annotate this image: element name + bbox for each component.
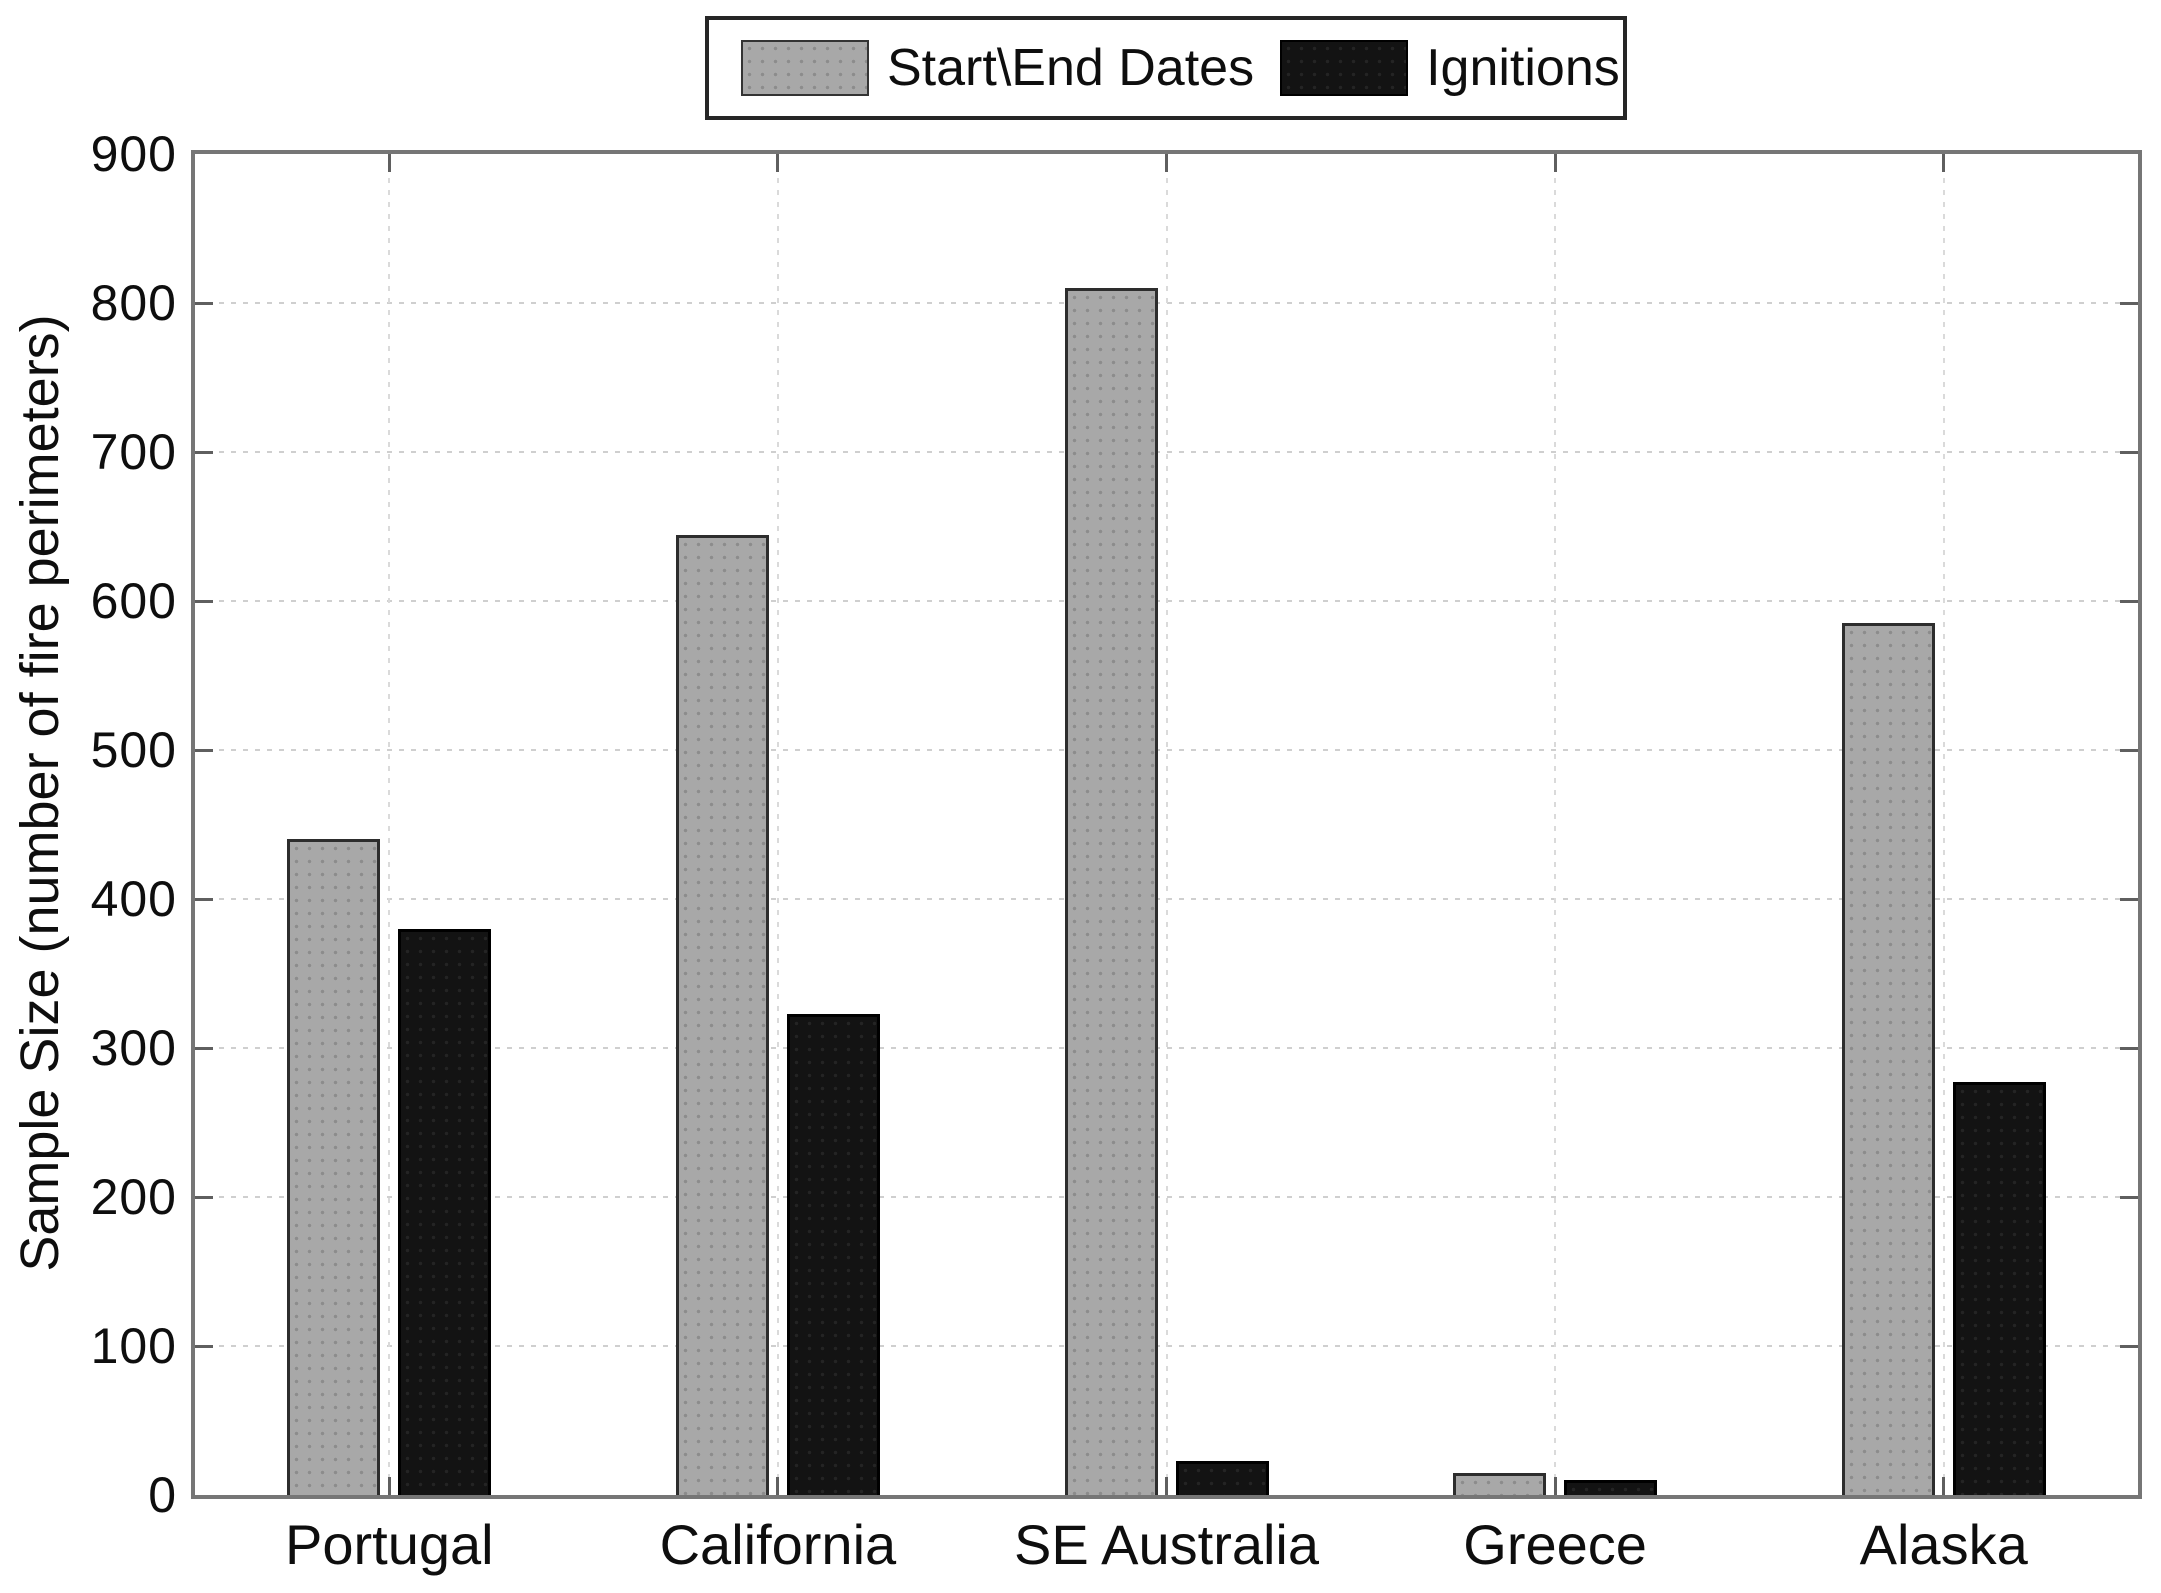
y-tick-right-100: [2120, 1344, 2138, 1348]
y-tick-right-600: [2120, 599, 2138, 603]
y-tick-label-800: 800: [90, 275, 177, 331]
x-tick-bottom-california: [776, 1477, 780, 1495]
gridline-x-portugal: [388, 154, 391, 1495]
x-tick-top-se-australia: [1165, 154, 1168, 172]
legend-label-start-end-dates: Start\End Dates: [887, 39, 1255, 97]
y-tick-label-600: 600: [90, 573, 177, 629]
y-tick-right-300: [2120, 1046, 2138, 1050]
gridlines-layer: [195, 154, 2138, 1495]
bar-se-australia-ignitions: [1175, 1460, 1269, 1495]
x-tick-bottom-portugal: [387, 1477, 391, 1495]
y-tick-right-400: [2120, 897, 2138, 901]
x-tick-label-greece: Greece: [1463, 1513, 1647, 1576]
plot-area: [191, 150, 2142, 1499]
x-tick-bottom-alaska: [1942, 1477, 1946, 1495]
y-tick-label-900: 900: [90, 126, 177, 182]
y-tick-label-300: 300: [90, 1020, 177, 1076]
x-tick-top-california: [776, 154, 780, 172]
bar-california-ignitions: [786, 1013, 880, 1495]
y-tick-left-100: [195, 1344, 213, 1348]
axis-ticks-layer: [195, 154, 2138, 1495]
y-tick-left-800: [195, 301, 213, 305]
bar-greece-start-end-dates: [1453, 1472, 1547, 1495]
x-tick-top-alaska: [1942, 154, 1946, 172]
gridline-x-alaska: [1942, 154, 1945, 1495]
y-tick-label-0: 0: [148, 1467, 177, 1523]
y-tick-left-300: [195, 1046, 213, 1050]
y-tick-right-200: [2120, 1195, 2138, 1199]
y-tick-left-400: [195, 897, 213, 901]
gridline-x-se-australia: [1165, 154, 1168, 1495]
legend-box: Start\End Dates Ignitions: [705, 16, 1627, 120]
gridline-x-california: [776, 154, 779, 1495]
y-tick-label-200: 200: [90, 1169, 177, 1225]
bar-portugal-start-end-dates: [287, 839, 381, 1495]
y-tick-left-500: [195, 748, 213, 752]
y-tick-right-500: [2120, 748, 2138, 752]
x-tick-label-california: California: [659, 1513, 897, 1576]
x-tick-label-alaska: Alaska: [1859, 1513, 2028, 1576]
bar-alaska-start-end-dates: [1841, 623, 1935, 1495]
y-tick-right-800: [2120, 301, 2138, 305]
x-tick-label-portugal: Portugal: [285, 1513, 494, 1576]
y-tick-left-700: [195, 450, 213, 454]
bar-greece-ignitions: [1564, 1480, 1658, 1495]
y-tick-left-200: [195, 1195, 213, 1199]
y-tick-label-500: 500: [90, 722, 177, 778]
y-tick-label-100: 100: [90, 1318, 177, 1374]
legend-label-ignitions: Ignitions: [1426, 39, 1620, 97]
y-tick-left-600: [195, 599, 213, 603]
gridline-x-greece: [1554, 154, 1557, 1495]
bar-portugal-ignitions: [398, 928, 492, 1495]
bar-california-start-end-dates: [675, 535, 769, 1495]
y-tick-label-400: 400: [90, 871, 177, 927]
bar-alaska-ignitions: [1952, 1082, 2046, 1495]
x-tick-bottom-se-australia: [1165, 1477, 1168, 1495]
y-tick-right-700: [2120, 450, 2138, 454]
legend-swatch-start-end-dates: [741, 40, 869, 96]
legend-swatch-ignitions: [1280, 40, 1409, 96]
bars-layer: [195, 154, 2138, 1495]
x-tick-top-portugal: [387, 154, 391, 172]
bar-se-australia-start-end-dates: [1064, 288, 1158, 1495]
x-tick-label-se-australia: SE Australia: [1013, 1513, 1320, 1576]
x-tick-top-greece: [1553, 154, 1557, 172]
y-tick-label-700: 700: [90, 424, 177, 480]
x-tick-bottom-greece: [1553, 1477, 1557, 1495]
